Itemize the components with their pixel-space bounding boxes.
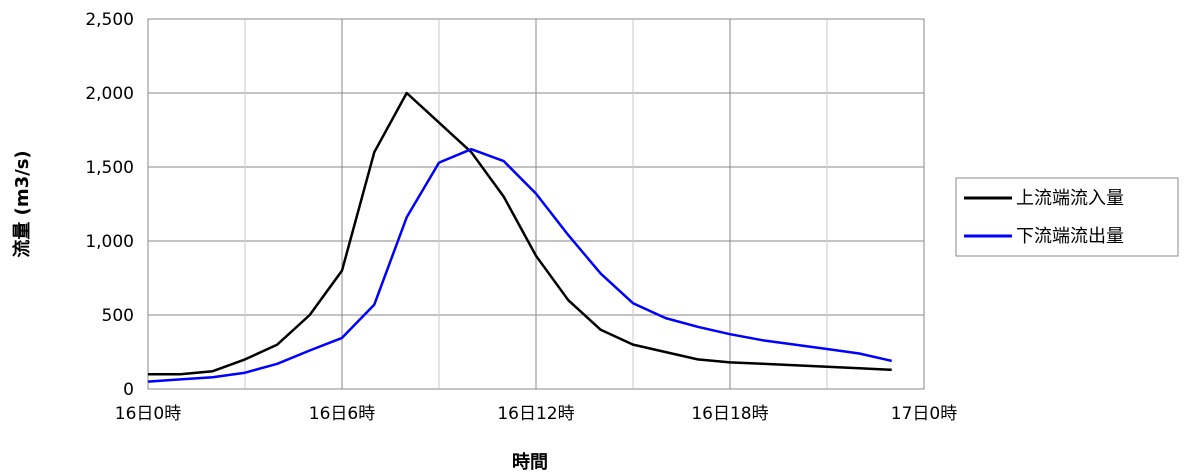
series-line-2 <box>147 147 892 383</box>
y-tick-label: 0 <box>123 380 134 400</box>
y-tick-label: 1,500 <box>85 158 134 178</box>
x-tick-label: 16日0時 <box>115 404 181 424</box>
series-layer <box>147 91 892 383</box>
y-tick-label: 2,000 <box>85 84 134 104</box>
legend-label-2: 下流端流出量 <box>1016 226 1124 247</box>
x-tick-label: 17日0時 <box>891 404 957 424</box>
y-axis-ticks: 0 500 1,000 1,500 2,000 2,500 <box>85 10 134 400</box>
y-axis-title: 流量 (m3/s) <box>11 150 33 257</box>
series-line-1 <box>148 91 892 376</box>
x-axis-title: 時間 <box>512 452 548 473</box>
y-tick-label: 500 <box>102 306 134 326</box>
y-tick-label: 2,500 <box>85 10 134 30</box>
legend-label-1: 上流端流入量 <box>1016 188 1124 209</box>
y-tick-label: 1,000 <box>85 232 134 252</box>
x-axis-ticks: 16日0時 16日6時 16日12時 16日18時 17日0時 <box>115 404 957 424</box>
x-tick-label: 16日18時 <box>691 404 768 424</box>
x-tick-label: 16日6時 <box>309 404 375 424</box>
grid <box>148 19 924 389</box>
legend-box <box>955 177 1179 257</box>
x-tick-label: 16日12時 <box>497 404 574 424</box>
